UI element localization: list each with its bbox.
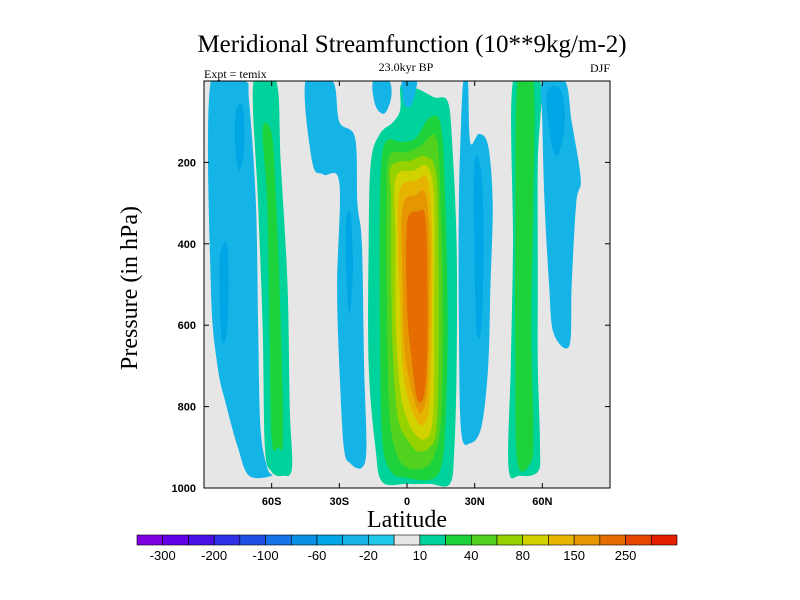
colorbar-swatch bbox=[342, 534, 369, 546]
contour-nh-polar-blue bbox=[540, 81, 581, 349]
contour-sh-polar-blue-outer bbox=[207, 81, 273, 479]
y-tick-label: 1000 bbox=[172, 483, 196, 495]
colorbar-swatch bbox=[522, 534, 549, 546]
colorbar-tick-label: 250 bbox=[615, 548, 637, 563]
chart-title: Meridional Streamfunction (10**9kg/m-2) bbox=[197, 31, 626, 58]
colorbar-swatch bbox=[290, 534, 318, 546]
x-tick-label: 60S bbox=[262, 496, 282, 508]
colorbar: -300 -200 -100 -60 -20 10 40 80 150 250 bbox=[136, 534, 678, 563]
contour-sh-polar-blue-core bbox=[234, 103, 245, 171]
contour-hadley-200 bbox=[405, 209, 428, 403]
contour-sh-subtropical-core bbox=[345, 211, 353, 315]
colorbar-tick-label: -100 bbox=[253, 548, 279, 563]
x-tick-label: 0 bbox=[404, 496, 410, 508]
colorbar-tick-label: 10 bbox=[413, 548, 427, 563]
contour-upper-blue-1 bbox=[401, 81, 418, 108]
contour-sh-polar-blue-inner bbox=[219, 242, 229, 344]
contour-upper-blue-2 bbox=[372, 81, 392, 114]
x-axis-label: Latitude bbox=[367, 507, 447, 533]
y-axis-label: Pressure (in hPa) bbox=[117, 206, 143, 370]
colorbar-swatch bbox=[265, 534, 292, 546]
colorbar-swatch bbox=[573, 534, 601, 546]
colorbar-swatch bbox=[496, 534, 524, 546]
subtitle-center: 23.0kyr BP bbox=[379, 60, 434, 74]
colorbar-swatch bbox=[368, 534, 395, 546]
colorbar-swatch bbox=[625, 534, 652, 546]
colorbar-swatch bbox=[445, 534, 472, 546]
colorbar-tick-label: -60 bbox=[308, 548, 327, 563]
colorbar-swatch bbox=[316, 534, 344, 546]
x-tick-label: 60N bbox=[532, 496, 552, 508]
colorbar-swatch bbox=[393, 534, 421, 546]
colorbar-swatch bbox=[650, 534, 678, 546]
colorbar-tick-label: 40 bbox=[464, 548, 478, 563]
colorbar-tick-label: 150 bbox=[563, 548, 585, 563]
x-tick-label: 30S bbox=[330, 496, 350, 508]
y-tick-label: 200 bbox=[178, 157, 196, 169]
contour-sh-ferrel-inner bbox=[262, 122, 283, 451]
x-tick-label: 30N bbox=[465, 496, 485, 508]
contour-nh-ferrel-inner bbox=[515, 81, 535, 472]
subtitle-left: Expt = temix bbox=[204, 67, 267, 81]
colorbar-swatch bbox=[548, 534, 575, 546]
colorbar-swatch bbox=[419, 534, 446, 546]
y-tick-label: 400 bbox=[178, 239, 196, 251]
colorbar-swatch bbox=[162, 534, 189, 546]
colorbar-tick-label: -200 bbox=[201, 548, 227, 563]
colorbar-tick-label: -300 bbox=[150, 548, 176, 563]
contour-sh-subtropical-blue bbox=[304, 81, 367, 469]
colorbar-swatch bbox=[136, 534, 164, 546]
y-tick-label: 600 bbox=[178, 320, 196, 332]
colorbar-swatch bbox=[213, 534, 241, 546]
contour-nh-blue-core bbox=[474, 155, 484, 340]
y-tick-label: 800 bbox=[178, 402, 196, 414]
colorbar-tick-label: -20 bbox=[359, 548, 378, 563]
colorbar-swatch bbox=[470, 534, 498, 546]
colorbar-swatch bbox=[188, 534, 215, 546]
contour-nh-polar-core bbox=[546, 85, 565, 156]
colorbar-tick-label: 80 bbox=[515, 548, 529, 563]
subtitle-right: DJF bbox=[590, 61, 610, 75]
colorbar-swatch bbox=[599, 534, 626, 546]
plot-area: 60S 30S 0 30N 60N 200 400 600 800 1000 bbox=[172, 80, 611, 508]
colorbar-swatch bbox=[239, 534, 266, 546]
